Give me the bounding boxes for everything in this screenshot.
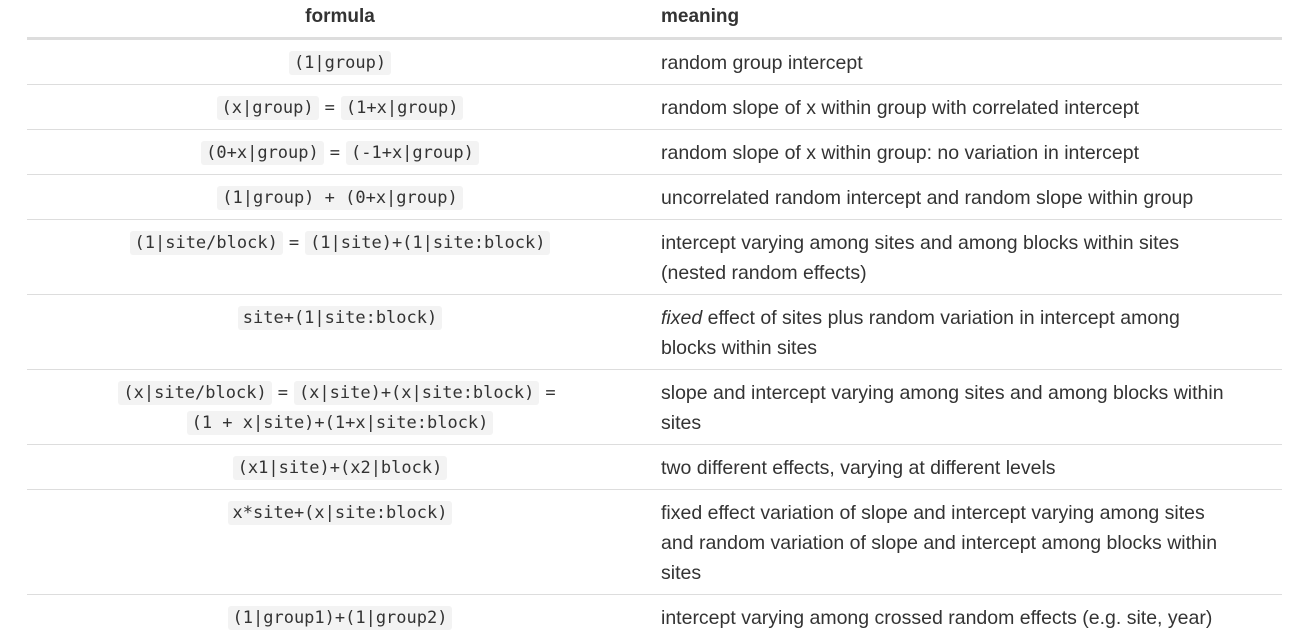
meaning-line: sites: [661, 412, 702, 434]
meaning-line: sites: [661, 562, 702, 584]
table-row: site+(1|site:block) fixed effect of site…: [27, 295, 1282, 370]
meaning-line: fixed effect variation of slope and inte…: [661, 502, 1205, 524]
formula-code: (1|group1)+(1|group2): [227, 606, 453, 630]
table-row: (0+x|group) = (-1+x|group) random slope of…: [27, 130, 1282, 175]
formula-cell: x*site+(x|site:block): [27, 490, 653, 594]
table-row: (x|group) = (1+x|group) random slope of x …: [27, 85, 1282, 130]
formula-code: (x|site)+(x|site:block): [293, 381, 540, 405]
equals-sign: =: [277, 383, 288, 403]
formula-cell: (1|site/block) = (1|site)+(1|site:block): [27, 220, 653, 294]
meaning-line: and random variation of slope and interc…: [661, 532, 1218, 554]
meaning-cell: random slope of x within group: no varia…: [661, 142, 1140, 164]
formula-cell: (1|group) + (0+x|group): [27, 175, 653, 219]
formula-code: (x1|site)+(x2|block): [232, 456, 448, 480]
formula-code: (1|site)+(1|site:block): [305, 231, 551, 255]
meaning-cell: random group intercept: [661, 52, 863, 74]
table-row: (1|group1)+(1|group2) intercept varying …: [27, 595, 1282, 640]
meaning-text: effect of sites plus random variation in…: [702, 307, 1180, 329]
header-formula: formula: [305, 6, 375, 27]
meaning-cell: two different effects, varying at differ…: [661, 457, 1056, 479]
formula-cell: site+(1|site:block): [27, 295, 653, 369]
formula-line: (x|site/block) = (x|site)+(x|site:block) =: [27, 378, 653, 408]
table-row: (1|site/block) = (1|site)+(1|site:block) i…: [27, 220, 1282, 295]
formula-code: (0+x|group): [201, 141, 324, 165]
formula-code: (1|group) + (0+x|group): [217, 186, 463, 210]
formula-code: site+(1|site:block): [237, 306, 443, 330]
formula-cell: (1|group): [27, 40, 653, 84]
table-row: (1|group) + (0+x|group) uncorrelated ran…: [27, 175, 1282, 220]
table-row: x*site+(x|site:block) fixed effect varia…: [27, 490, 1282, 595]
meaning-line: intercept varying among sites and among …: [661, 232, 1180, 254]
table-row: (x1|site)+(x2|block) two different effec…: [27, 445, 1282, 490]
equals-sign: =: [545, 383, 556, 403]
formula-code: (-1+x|group): [346, 141, 479, 165]
meaning-cell: fixed effect variation of slope and inte…: [653, 490, 1282, 594]
meaning-cell: fixed effect of sites plus random variat…: [653, 295, 1282, 369]
meaning-line: fixed effect of sites plus random variat…: [661, 303, 1272, 333]
formula-line: (1 + x|site)+(1+x|site:block): [27, 408, 653, 438]
table-row: (1|group) random group intercept: [27, 40, 1282, 85]
formula-code: (1|group): [288, 51, 392, 75]
formula-code: (x|group): [216, 96, 319, 120]
formula-cell: (x|group) = (1+x|group): [27, 85, 653, 129]
table-header: formula meaning: [27, 0, 1282, 40]
equals-sign: =: [324, 98, 335, 118]
formula-code: (x|site/block): [118, 381, 272, 405]
formula-cell: (1|group1)+(1|group2): [27, 595, 653, 640]
emphasis-fixed: fixed: [661, 307, 703, 329]
meaning-cell: random slope of x within group with corr…: [661, 97, 1139, 119]
formula-code: (1 + x|site)+(1+x|site:block): [186, 411, 494, 435]
equals-sign: =: [329, 143, 340, 163]
meaning-line: slope and intercept varying among sites …: [661, 382, 1224, 404]
meaning-line: (nested random effects): [661, 262, 867, 284]
header-meaning: meaning: [661, 6, 740, 27]
formula-cell: (0+x|group) = (-1+x|group): [27, 130, 653, 174]
formula-code: (1+x|group): [340, 96, 464, 120]
meaning-cell: slope and intercept varying among sites …: [653, 370, 1282, 444]
formula-code: x*site+(x|site:block): [227, 501, 453, 525]
meaning-line: blocks within sites: [661, 337, 818, 359]
meaning-cell: intercept varying among crossed random e…: [661, 607, 1213, 629]
formula-table: formula meaning (1|group) random group i…: [27, 0, 1282, 640]
formula-code: (1|site/block): [129, 231, 283, 255]
formula-cell: (x|site/block) = (x|site)+(x|site:block) = …: [27, 370, 653, 444]
meaning-cell: uncorrelated random intercept and random…: [661, 187, 1194, 209]
table-row: (x|site/block) = (x|site)+(x|site:block) = …: [27, 370, 1282, 445]
equals-sign: =: [288, 233, 300, 253]
formula-cell: (x1|site)+(x2|block): [27, 445, 653, 489]
meaning-cell: intercept varying among sites and among …: [653, 220, 1282, 294]
